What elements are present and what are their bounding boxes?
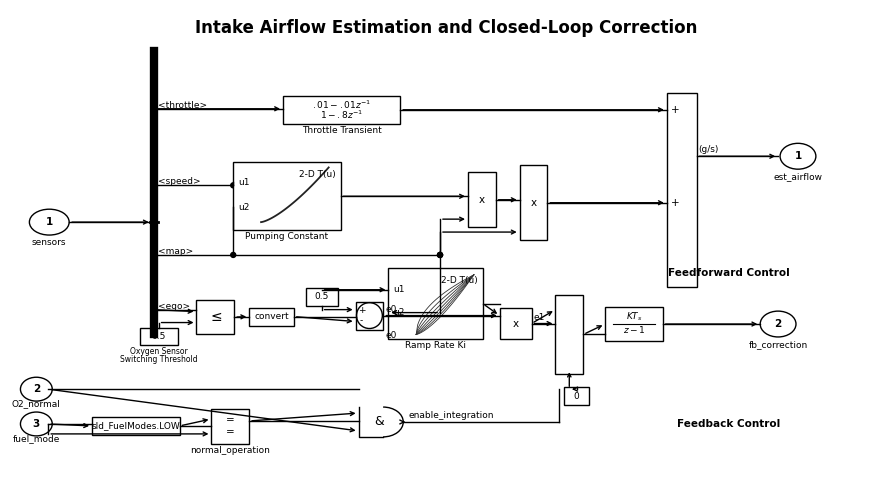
Bar [140,328,178,345]
Bar [500,308,532,339]
Text: <throttle>: <throttle> [158,101,207,110]
Text: e0: e0 [385,304,397,314]
Circle shape [231,183,235,188]
Text: Switching Threshold: Switching Threshold [120,356,197,364]
Text: x: x [513,318,518,329]
Text: $\leq$: $\leq$ [208,310,223,324]
Text: <ego>: <ego> [158,301,190,311]
Text: fuel_mode: fuel_mode [12,434,60,443]
Ellipse shape [21,377,53,401]
Text: (g/s): (g/s) [698,145,719,154]
Text: u1: u1 [238,178,250,187]
Text: O2_normal: O2_normal [12,399,61,408]
Text: 1: 1 [45,217,53,227]
Bar [666,93,697,287]
Text: convert: convert [254,312,289,321]
Text: u2: u2 [393,308,405,317]
Text: Ramp Rate Ki: Ramp Rate Ki [405,341,466,351]
Text: 2: 2 [774,319,781,329]
Text: &: & [374,415,384,429]
Text: +: + [358,306,365,315]
Bar [519,166,548,240]
Bar [565,387,590,405]
Circle shape [231,252,235,258]
Text: u2: u2 [238,203,250,212]
Text: x: x [531,198,537,208]
Text: Feedforward Control: Feedforward Control [667,268,789,278]
Text: Intake Airflow Estimation and Closed-Loop Correction: Intake Airflow Estimation and Closed-Loo… [194,19,698,37]
Text: Oxygen Sensor: Oxygen Sensor [129,347,187,356]
Text: +: + [671,105,680,115]
Text: Feedback Control: Feedback Control [677,419,780,429]
Bar [605,307,663,341]
Circle shape [438,252,442,258]
Bar [211,409,249,444]
Text: 0.5: 0.5 [152,332,166,341]
Text: sld_FuelModes.LOW: sld_FuelModes.LOW [91,421,180,431]
Text: e0: e0 [385,332,397,340]
Text: e1: e1 [533,313,545,321]
Text: fb_correction: fb_correction [748,340,808,349]
Bar [306,288,337,306]
Bar [468,172,496,227]
Text: -: - [359,316,363,325]
Ellipse shape [760,311,796,337]
Ellipse shape [780,143,816,169]
Circle shape [438,252,442,258]
Circle shape [438,252,442,258]
Text: enable_integration: enable_integration [409,411,493,420]
Bar [556,295,583,374]
Text: $z-1$: $z-1$ [623,324,645,335]
Ellipse shape [29,209,70,235]
Text: u1: u1 [393,285,405,294]
Text: Pumping Constant: Pumping Constant [245,232,328,241]
Text: 2: 2 [33,384,40,394]
Text: <speed>: <speed> [158,177,201,187]
Text: <map>: <map> [158,247,193,256]
Text: 0.5: 0.5 [315,292,329,301]
Text: 0: 0 [574,392,580,401]
Bar [388,268,483,339]
Bar [233,163,341,230]
Text: $.01-.01z^{-1}$: $.01-.01z^{-1}$ [312,98,371,111]
Text: =: = [226,415,235,426]
Bar [283,96,401,124]
Text: +: + [671,198,680,208]
Bar [356,301,384,330]
Text: sensors: sensors [32,238,67,247]
Text: x: x [479,195,485,205]
Text: $1-.8z^{-1}$: $1-.8z^{-1}$ [320,109,363,121]
Bar [249,308,293,325]
Text: 2-D T(u): 2-D T(u) [299,170,335,179]
Text: est_airflow: est_airflow [773,172,822,181]
Text: 2-D T(u): 2-D T(u) [441,276,478,285]
Text: $K T_s$: $K T_s$ [625,310,642,323]
Text: normal_operation: normal_operation [190,446,270,455]
Text: =: = [226,428,235,437]
Text: 3: 3 [33,419,40,429]
Text: Throttle Transient: Throttle Transient [301,126,382,135]
Bar [92,417,179,435]
Text: 1: 1 [795,151,802,161]
Bar [196,300,235,335]
Ellipse shape [21,412,53,436]
